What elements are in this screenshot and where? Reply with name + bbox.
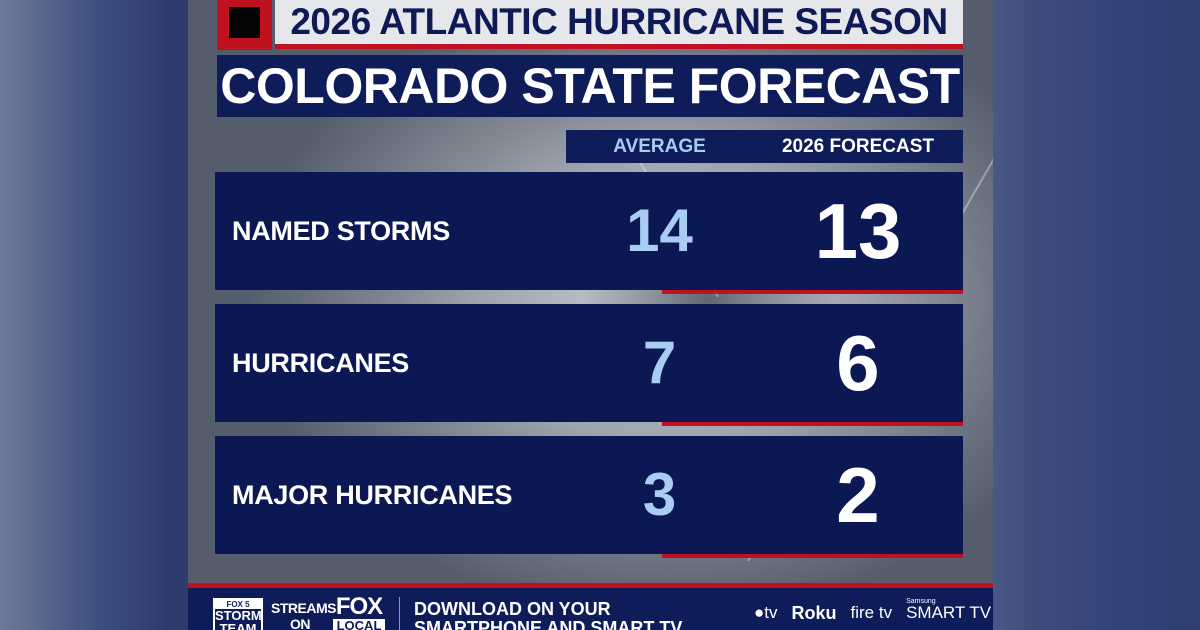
table-row: NAMED STORMS 14 13	[215, 172, 963, 290]
page-subtitle: COLORADO STATE FORECAST	[220, 58, 960, 114]
storm-team-logo: FOX 5 STORM TEAM	[213, 598, 263, 630]
storm-team-fox5: FOX 5	[215, 600, 261, 609]
title-accent-line	[275, 44, 963, 49]
row-accent-line	[662, 422, 963, 426]
column-header-average: AVERAGE	[613, 136, 706, 157]
smart-tv-label: SMART TV	[906, 603, 992, 622]
footer: FOX 5 STORM TEAM STREAMS ON FOX LOCAL DO…	[188, 588, 993, 630]
storm-team-storm: STORM	[215, 608, 262, 623]
forecast-value: 2	[836, 451, 880, 539]
streams-on-text: STREAMS ON	[271, 600, 336, 630]
background-blur-right	[993, 0, 1200, 630]
average-value: 7	[642, 329, 677, 396]
row-accent-line	[662, 554, 963, 558]
forecast-value: 13	[814, 187, 902, 275]
storm-team-team: TEAM	[219, 621, 257, 630]
roku-logo: Roku	[791, 603, 837, 623]
column-header: AVERAGE 2026 FORECAST	[566, 130, 963, 163]
apple-tv-logo: ●tv	[754, 603, 778, 622]
samsung-label: Samsung	[906, 598, 936, 605]
footer-divider	[399, 597, 400, 630]
footer-accent-line	[188, 583, 993, 588]
fire-tv-logo: fire tv	[850, 603, 893, 622]
fox-local-logo: FOX LOCAL	[333, 595, 385, 630]
row-label: NAMED STORMS	[232, 216, 450, 246]
row-label: HURRICANES	[232, 348, 410, 378]
download-line-1: DOWNLOAD ON YOUR	[414, 599, 611, 619]
page-title: 2026 ATLANTIC HURRICANE SEASON	[290, 1, 948, 42]
fox-local-local: LOCAL	[333, 619, 385, 630]
brand-logo	[217, 0, 272, 50]
average-value: 14	[626, 197, 693, 264]
download-text: DOWNLOAD ON YOUR SMARTPHONE AND SMART TV	[414, 600, 682, 630]
subtitle-bar: COLORADO STATE FORECAST	[217, 55, 963, 117]
average-value: 3	[642, 461, 677, 528]
download-line-2: SMARTPHONE AND SMART TV	[414, 618, 683, 630]
forecast-value: 6	[836, 319, 880, 407]
fox-local-fox: FOX	[335, 593, 383, 620]
row-label: MAJOR HURRICANES	[232, 480, 513, 510]
title-bar: 2026 ATLANTIC HURRICANE SEASON	[275, 0, 963, 44]
column-header-forecast: 2026 FORECAST	[781, 136, 935, 157]
streaming-platforms: ●tv Roku fire tv Samsung SMART TV	[754, 598, 992, 623]
brand-logo-inner	[229, 7, 260, 38]
table-row: MAJOR HURRICANES 3 2	[215, 436, 963, 554]
samsung-smart-tv-logo: Samsung SMART TV	[906, 598, 992, 623]
row-accent-line	[662, 290, 963, 294]
table-row: HURRICANES 7 6	[215, 304, 963, 422]
